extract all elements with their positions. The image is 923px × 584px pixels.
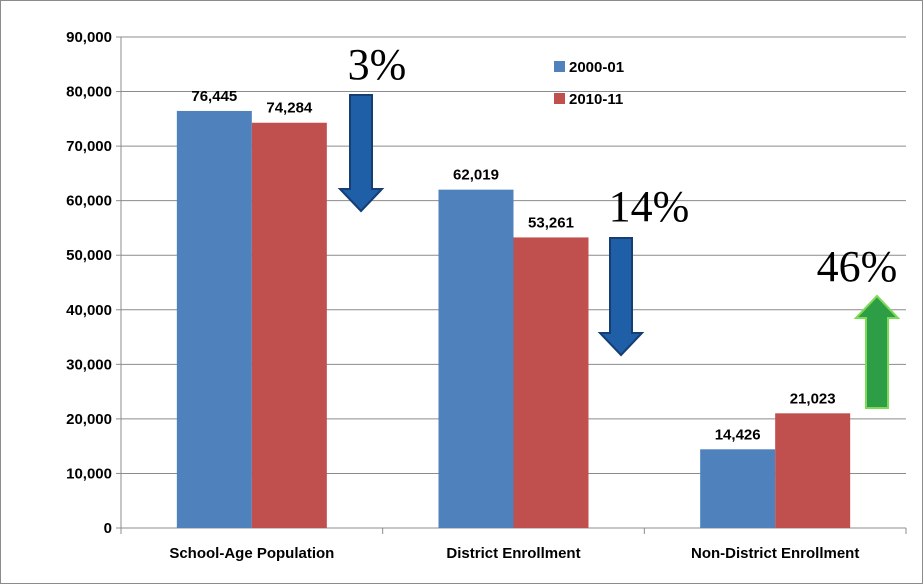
data-label: 53,261	[528, 214, 574, 231]
y-tick-label: 80,000	[66, 84, 112, 101]
bar-2010-11	[775, 413, 851, 528]
legend-label: 2010-11	[569, 91, 623, 108]
legend-swatch	[554, 61, 565, 72]
bar-2010-11	[513, 237, 589, 529]
arrow-up-icon	[853, 294, 901, 409]
x-category-label: School-Age Population	[169, 545, 334, 562]
y-tick-label: 10,000	[66, 465, 112, 482]
y-tick-label: 60,000	[66, 193, 112, 210]
arrow-down-icon	[597, 237, 645, 357]
y-tick-label: 70,000	[66, 138, 112, 155]
bar-2000-01	[700, 449, 776, 528]
y-tick-label: 90,000	[66, 29, 112, 46]
y-tick-label: 20,000	[66, 411, 112, 428]
bar-2000-01	[176, 110, 252, 528]
arrow-down-icon	[337, 94, 385, 213]
bar-2000-01	[438, 189, 514, 528]
y-tick-label: 30,000	[66, 356, 112, 373]
percent-change-label: 14%	[609, 182, 690, 231]
data-label: 76,445	[191, 88, 237, 105]
legend-label: 2000-01	[569, 59, 624, 76]
data-label: 21,023	[790, 390, 836, 407]
data-label: 62,019	[453, 167, 499, 184]
percent-change-label: 46%	[817, 242, 898, 291]
data-label: 14,426	[715, 426, 761, 443]
bar-2010-11	[251, 122, 327, 529]
legend-swatch	[554, 93, 565, 104]
x-category-label: Non-District Enrollment	[691, 545, 859, 562]
x-category-label: District Enrollment	[446, 545, 580, 562]
data-label: 74,284	[266, 100, 313, 117]
y-tick-label: 0	[104, 520, 112, 537]
y-tick-label: 50,000	[66, 247, 112, 264]
percent-change-label: 3%	[348, 40, 407, 89]
y-tick-label: 40,000	[66, 302, 112, 319]
